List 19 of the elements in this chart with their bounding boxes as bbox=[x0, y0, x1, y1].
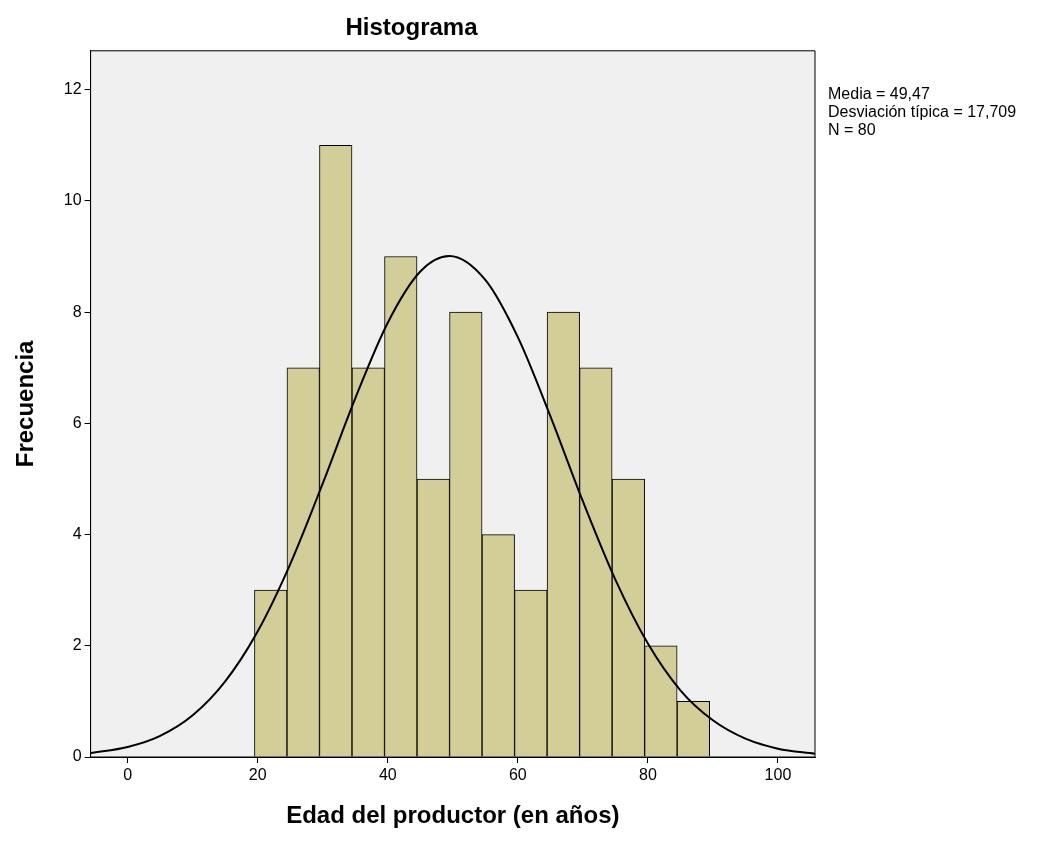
y-tick-label: 2 bbox=[72, 636, 82, 654]
x-tick-label: 60 bbox=[508, 766, 527, 784]
text: Media = 49,47 bbox=[828, 85, 930, 103]
y-tick-label: 4 bbox=[72, 524, 82, 542]
y-tick-label: 10 bbox=[63, 191, 82, 209]
x-tick-label: 100 bbox=[764, 766, 792, 784]
x-tick-label: 40 bbox=[378, 766, 397, 784]
y-tick-label: 8 bbox=[72, 302, 82, 320]
x-tick-label: 0 bbox=[123, 766, 133, 784]
y-tick-label: 12 bbox=[63, 80, 82, 98]
y-tick-label: 6 bbox=[72, 413, 82, 431]
x-tick-label: 80 bbox=[638, 766, 657, 784]
text: N = 80 bbox=[828, 121, 876, 139]
y-tick-label: 0 bbox=[72, 747, 82, 765]
text: Desviación típica = 17,709 bbox=[828, 103, 1017, 121]
y-axis-title: Frecuencia bbox=[11, 339, 39, 468]
chart-title: Histograma bbox=[345, 13, 479, 41]
x-axis-title: Edad del productor (en años) bbox=[286, 801, 620, 829]
x-tick-label: 20 bbox=[248, 766, 267, 784]
